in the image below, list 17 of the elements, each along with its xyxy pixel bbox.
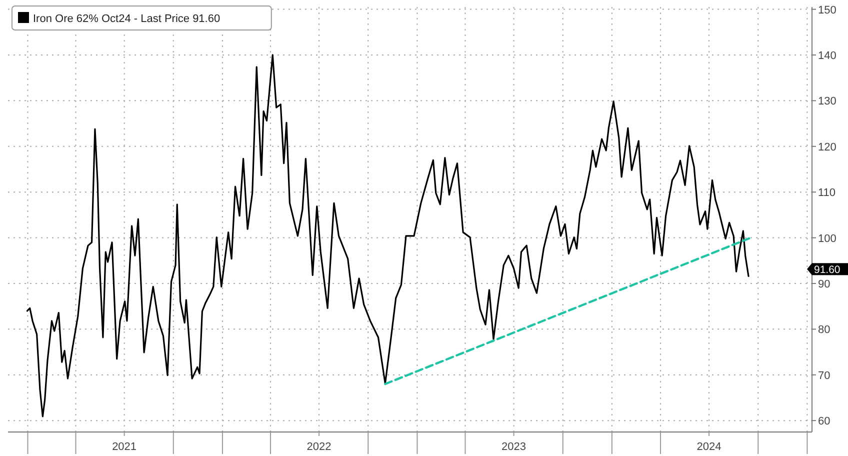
y-tick-label: 110 <box>818 187 836 200</box>
x-tick-label: 2021 <box>112 441 137 453</box>
y-tick-label: 60 <box>818 416 830 428</box>
y-tick-label: 120 <box>818 141 836 154</box>
legend-label: Iron Ore 62% Oct24 - Last Price 91.60 <box>33 13 220 25</box>
line-series <box>26 54 750 418</box>
y-tick-label: 70 <box>818 370 830 382</box>
y-tick-label: 140 <box>818 50 836 62</box>
y-tick-label: 130 <box>818 96 836 108</box>
x-tick-label: 2022 <box>306 441 332 453</box>
y-tick-label: 150 <box>818 4 836 16</box>
y-tick-label: 90 <box>818 278 830 290</box>
text: 91.60 <box>814 264 840 276</box>
x-tick-label: 2024 <box>696 441 722 453</box>
y-tick-label: 80 <box>818 324 830 336</box>
x-tick-label: 2023 <box>502 441 526 453</box>
y-tick-label: 100 <box>818 232 836 245</box>
